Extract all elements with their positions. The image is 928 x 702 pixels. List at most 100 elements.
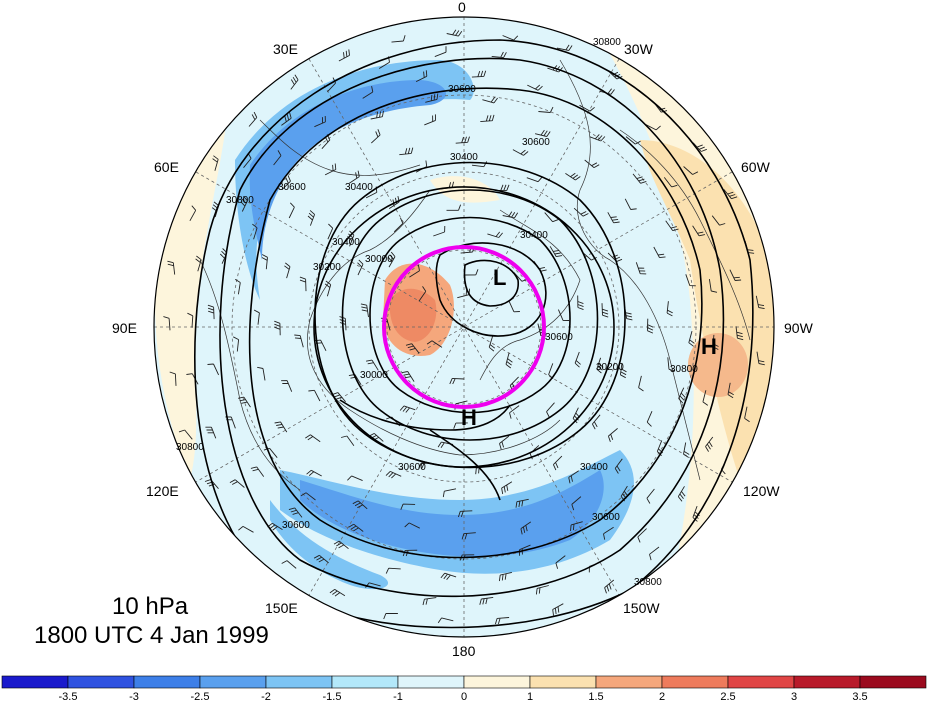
contour-label: 30800 <box>176 442 204 453</box>
wind-barb <box>546 402 555 418</box>
wind-barb <box>637 528 647 543</box>
wind-barb <box>404 522 420 529</box>
wind-barb <box>453 422 468 429</box>
wind-barb <box>446 204 462 211</box>
wind-barb <box>573 207 589 217</box>
wind-barb <box>352 500 368 510</box>
wind-barb <box>502 211 519 219</box>
contour-label: 30400 <box>450 152 478 163</box>
wind-barb <box>646 318 654 334</box>
highlight-circle <box>382 245 546 409</box>
wind-barb <box>273 150 282 166</box>
wind-barb <box>538 106 554 113</box>
wind-barb <box>723 189 738 200</box>
wind-barb <box>549 246 563 258</box>
lon-label-90w: 90W <box>784 320 814 336</box>
colorbar-box <box>859 675 927 689</box>
wind-barb <box>212 155 219 171</box>
wind-barb <box>288 202 295 219</box>
wind-barb <box>557 309 570 322</box>
wind-barb <box>300 492 316 501</box>
contour-label: 30600 <box>278 182 306 193</box>
wind-barb <box>189 205 197 222</box>
colorbar-box <box>67 675 135 689</box>
longitude-labels: 0 30W 60W 90W 120W 150W 180 150E 120E 90… <box>112 0 814 659</box>
wind-barb <box>234 279 241 295</box>
wind-barb <box>520 521 532 535</box>
wind-barb <box>708 279 718 293</box>
colorbar-tick-label: 2 <box>659 691 665 702</box>
wind-barb <box>327 77 337 93</box>
contour-label: 30400 <box>345 182 373 193</box>
wind-barb <box>204 479 219 489</box>
colorbar-boxes <box>1 675 927 689</box>
colorbar: -3.5 -3 -2.5 -2 -1.5 -1 0 1 1.5 2 2.5 3 3.5 <box>1 675 927 702</box>
colorbar-box <box>793 675 861 689</box>
lon-label-180: 180 <box>452 643 476 659</box>
wind-barb <box>635 262 647 275</box>
wind-barb <box>365 582 381 588</box>
wind-barb <box>383 612 398 620</box>
wind-barb <box>163 316 171 331</box>
wind-barb <box>653 246 666 259</box>
wind-barb <box>207 363 220 376</box>
colorbar-box <box>529 675 597 689</box>
wind-barb <box>666 301 673 317</box>
wind-barb <box>308 389 321 402</box>
colorbar-tick-label: 2.5 <box>720 691 735 702</box>
colorbar-box <box>463 675 531 689</box>
lon-label-30e: 30E <box>273 41 298 57</box>
wind-barb <box>544 212 559 223</box>
wind-barb <box>274 320 281 336</box>
contour-label: 30400 <box>580 462 608 473</box>
wind-barb <box>211 201 220 218</box>
wind-barb <box>314 115 326 128</box>
wind-barb <box>388 196 400 209</box>
wind-barb <box>422 597 437 606</box>
wind-barb <box>387 251 396 268</box>
wind-barb <box>729 269 742 281</box>
wind-barb <box>570 521 583 531</box>
wind-barb <box>284 262 291 279</box>
wind-barb <box>306 469 322 477</box>
colorbar-tick-label: 3 <box>791 691 797 702</box>
wind-barb <box>535 585 549 595</box>
wind-barb <box>677 486 686 502</box>
wind-barb <box>281 380 293 392</box>
wind-barb <box>620 485 629 502</box>
wind-barb <box>683 166 699 175</box>
wind-barb <box>685 274 696 287</box>
wind-barb <box>619 362 627 379</box>
wind-barb <box>646 411 653 427</box>
wind-barb <box>253 309 260 325</box>
wind-barb <box>338 49 350 62</box>
colorbar-tick-label: 1 <box>527 691 533 702</box>
wind-barb <box>248 111 258 127</box>
wind-barb <box>555 555 566 569</box>
colorbar-tick-label: 3.5 <box>852 691 867 702</box>
wind-barb <box>577 295 584 311</box>
wind-barb <box>207 304 215 320</box>
wind-barb <box>347 475 363 482</box>
wind-barb <box>499 435 510 450</box>
wind-barb <box>482 96 498 104</box>
wind-barb <box>487 231 503 238</box>
wind-barb <box>437 617 454 624</box>
wind-barb <box>169 371 177 386</box>
colorbar-box <box>661 675 729 689</box>
lon-label-60e: 60E <box>154 159 179 175</box>
wind-barb <box>508 300 520 313</box>
wind-barb <box>167 260 176 275</box>
wind-barb <box>405 343 420 354</box>
wind-barb <box>415 70 428 83</box>
wind-barb <box>461 532 476 540</box>
contour-label: 30800 <box>634 577 662 588</box>
colorbar-box <box>331 675 399 689</box>
wind-barb <box>512 149 529 156</box>
wind-barb <box>426 340 443 348</box>
wind-barb <box>399 147 414 156</box>
contour-label: 30200 <box>596 362 624 373</box>
pressure-center-high-east: H <box>701 334 717 359</box>
wind-barbs <box>163 29 765 625</box>
